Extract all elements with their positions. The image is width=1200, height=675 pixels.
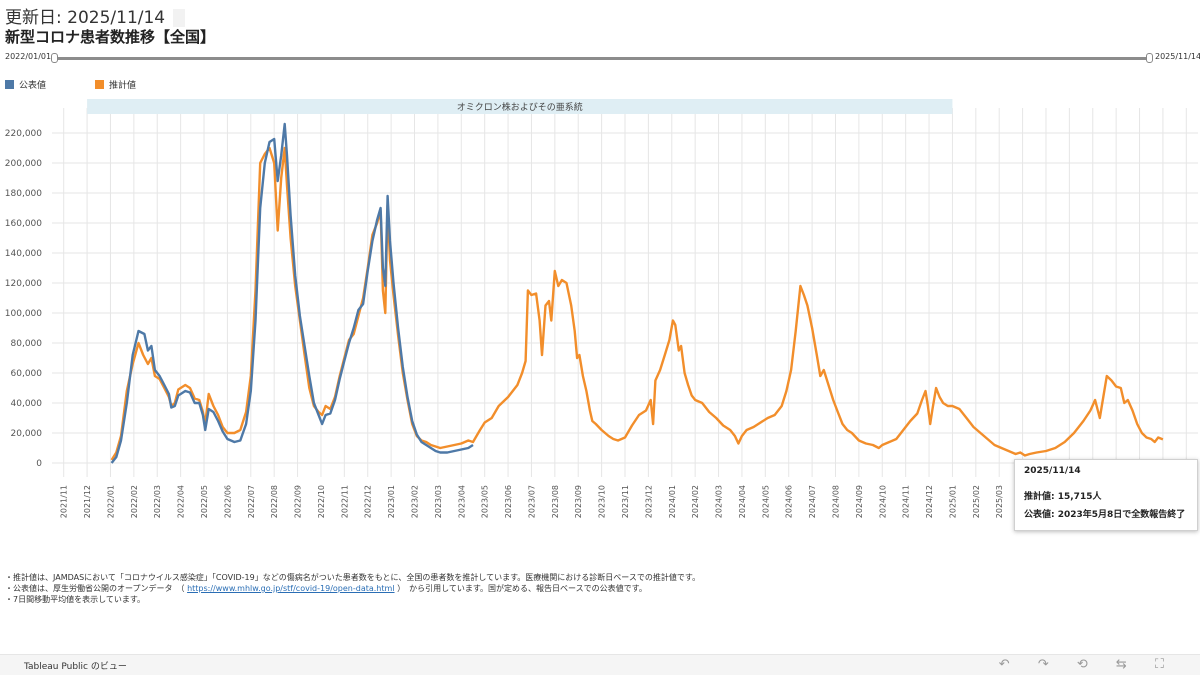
y-tick-label: 160,000 [5,219,42,229]
note-estimate: ・推計値は、JAMDASにおいて「コロナウイルス感染症」「COVID-19」など… [5,573,701,582]
page-title: 新型コロナ患者数推移【全国】 [5,28,216,46]
y-tick-label: 20,000 [11,429,43,439]
y-tick-label: 40,000 [11,399,43,409]
x-tick-label: 2022/01 [106,485,115,518]
x-tick-label: 2023/02 [411,485,420,518]
y-tick-label: 220,000 [5,129,42,139]
x-tick-label: 2024/02 [691,485,700,518]
y-tick-label: 180,000 [5,189,42,199]
annotation-band-rect [87,99,953,114]
chart-grid [52,108,1198,477]
series-line-estimate [110,146,1164,461]
slider-end-handle[interactable] [1146,53,1153,63]
x-tick-label: 2023/10 [598,485,607,518]
slider-start-label: 2022/01/01 [5,52,52,61]
footnotes: ・推計値は、JAMDASにおいて「コロナウイルス感染症」「COVID-19」など… [5,572,700,605]
date-range-slider[interactable]: 2022/01/01 2025/11/14 [0,51,1200,65]
x-tick-label: 2024/04 [738,485,747,518]
y-axis: 0 20,000 40,000 60,000 80,000 100,000 120,000 1… [5,129,42,469]
legend-label-official: 公表値 [19,81,47,91]
slider-start-handle[interactable] [51,53,58,63]
x-tick-label: 2024/10 [878,485,887,518]
tableau-public-link[interactable]: Tableau Public のビュー [24,662,127,672]
x-tick-label: 2022/12 [364,485,373,518]
tableau-footer: Tableau Public のビュー ↶ ↷ ⟲ ⇆ ⛶ [0,654,1200,675]
tooltip-estimate: 推計値: 15,715人 [1024,492,1102,502]
x-tick-label: 2022/04 [177,485,186,518]
x-tick-label: 2024/07 [808,485,817,518]
legend-swatch-official [5,80,14,89]
legend-swatch-estimate [95,80,104,89]
x-tick-label: 2022/05 [200,485,209,518]
x-tick-label: 2022/08 [270,485,279,518]
open-data-link[interactable]: https://www.mhlw.go.jp/stf/covid-19/open… [187,584,395,593]
note-moving-average: ・7日間移動平均値を表示しています。 [5,595,146,604]
x-tick-label: 2023/03 [434,485,443,518]
toolbar-icons[interactable]: ↶ ↷ ⟲ ⇆ ⛶ [998,657,1176,672]
slider-end-label: 2025/11/14 [1155,52,1200,61]
tooltip: 2025/11/14 推計値: 15,715人 公表値: 2023年5月8日で全… [1014,459,1198,531]
y-tick-label: 80,000 [11,339,43,349]
x-tick-label: 2022/03 [153,485,162,518]
x-tick-label: 2021/12 [83,485,92,518]
x-tick-label: 2023/11 [621,485,630,518]
x-tick-label: 2023/06 [504,485,513,518]
y-tick-label: 60,000 [11,369,43,379]
updated-date: 更新日: 2025/11/14 [5,3,186,28]
x-tick-label: 2023/07 [527,485,536,518]
legend-label-estimate: 推計値 [109,81,137,91]
x-tick-label: 2022/07 [247,485,256,518]
x-tick-label: 2023/12 [644,485,653,518]
x-tick-label: 2024/03 [715,485,724,518]
x-tick-label: 2024/08 [831,485,840,518]
tooltip-date: 2025/11/14 [1024,466,1081,476]
series-lines [110,122,1164,464]
x-tick-label: 2025/03 [995,485,1004,518]
x-tick-label: 2023/04 [457,485,466,518]
x-tick-label: 2022/10 [317,485,326,518]
x-tick-label: 2022/02 [130,485,139,518]
x-tick-label: 2024/12 [925,485,934,518]
x-tick-label: 2024/05 [761,485,770,518]
note-official: ・公表値は、厚生労働省公開のオープンデータ （ https://www.mhlw… [5,584,647,593]
x-tick-label: 2024/01 [668,485,677,518]
y-tick-label: 120,000 [5,279,42,289]
x-tick-label: 2025/01 [948,485,957,518]
y-tick-label: 100,000 [5,309,42,319]
legend-item-estimate[interactable]: 推計値 [95,78,136,91]
x-tick-label: 2022/11 [340,485,349,518]
x-tick-label: 2023/01 [387,485,396,518]
annotation-band-label: オミクロン株およびその亜系統 [457,101,583,113]
y-tick-label: 200,000 [5,159,42,169]
legend-item-official[interactable]: 公表値 [5,78,46,91]
tooltip-official: 公表値: 2023年5月8日で全数報告終了 [1024,510,1186,520]
annotation-band: オミクロン株およびその亜系統 [87,99,953,114]
x-tick-label: 2023/08 [551,485,560,518]
x-tick-label: 2023/05 [481,485,490,518]
x-tick-label: 2025/02 [972,485,981,518]
x-tick-label: 2021/11 [60,485,69,518]
x-tick-label: 2022/06 [223,485,232,518]
y-tick-label: 0 [36,459,42,469]
x-tick-label: 2022/09 [294,485,303,518]
x-tick-label: 2024/06 [785,485,794,518]
series-line-official [110,122,474,464]
x-tick-label: 2023/09 [574,485,583,518]
slider-track[interactable] [54,57,1150,60]
y-tick-label: 140,000 [5,249,42,259]
x-tick-label: 2024/09 [855,485,864,518]
x-tick-label: 2024/11 [902,485,911,518]
